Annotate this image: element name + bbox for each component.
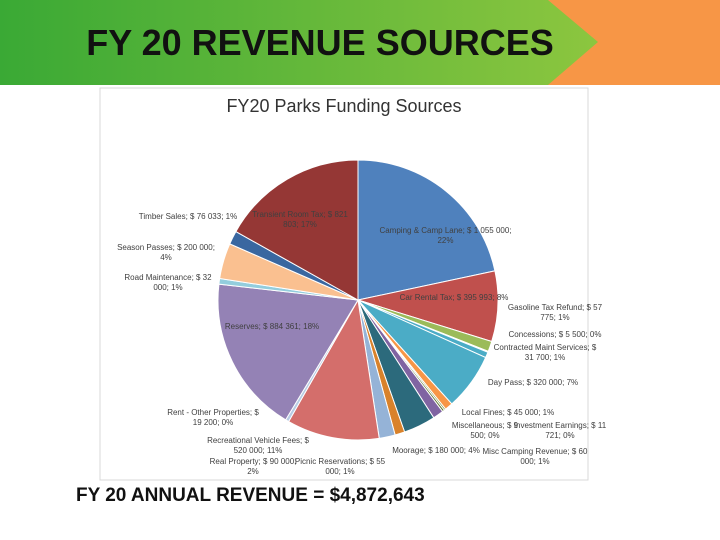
- slide-title: FY 20 REVENUE SOURCES: [86, 22, 554, 63]
- pie-slice: [235, 159, 359, 301]
- banner-green: [0, 0, 598, 85]
- data-label: Local Fines; $ 45 000; 1%: [461, 408, 555, 417]
- data-label: Picnic Reservations; $ 55 000; 1%: [294, 457, 386, 476]
- pie: [217, 159, 499, 441]
- data-label: Real Property; $ 90 000; 2%: [209, 457, 297, 476]
- data-label: Car Rental Tax; $ 395 993; 8%: [399, 293, 509, 302]
- footer: FY 20 ANNUAL REVENUE = $4,872,643: [76, 485, 425, 506]
- pie-slice: [217, 283, 359, 421]
- data-label: Moorage; $ 180 000; 4%: [392, 446, 480, 455]
- pie-slice: [287, 298, 380, 441]
- data-label: Road Maintenance; $ 32 000; 1%: [124, 273, 212, 292]
- data-label: Concessions; $ 5 500; 0%: [508, 330, 602, 339]
- data-label: Miscellaneous; $ 9 500; 0%: [451, 421, 519, 440]
- data-label: Timber Sales; $ 76 033; 1%: [138, 212, 238, 221]
- data-label: Investment Earnings; $ 11 721; 0%: [513, 421, 607, 440]
- data-label: Misc Camping Revenue; $ 60 000; 1%: [482, 447, 588, 466]
- data-label: Reserves; $ 884 361; 18%: [224, 322, 320, 331]
- data-label: Rent - Other Properties; $ 19 200; 0%: [167, 408, 259, 427]
- data-label: Season Passes; $ 200 000; 4%: [117, 243, 215, 262]
- pie-slice: [357, 159, 496, 301]
- data-label: Camping & Camp Lane; $ 1 055 000; 22%: [379, 226, 512, 245]
- data-label: Transient Room Tax; $ 821 803; 17%: [252, 210, 348, 229]
- chart-title: FY20 Parks Funding Sources: [226, 96, 462, 116]
- data-label: Recreational Vehicle Fees; $ 520 000; 11…: [207, 436, 309, 455]
- data-label: Gasoline Tax Refund; $ 57 775; 1%: [507, 303, 603, 322]
- data-label: Contracted Maint Services; $ 31 700; 1%: [493, 343, 597, 362]
- data-label: Day Pass; $ 320 000; 7%: [487, 378, 579, 387]
